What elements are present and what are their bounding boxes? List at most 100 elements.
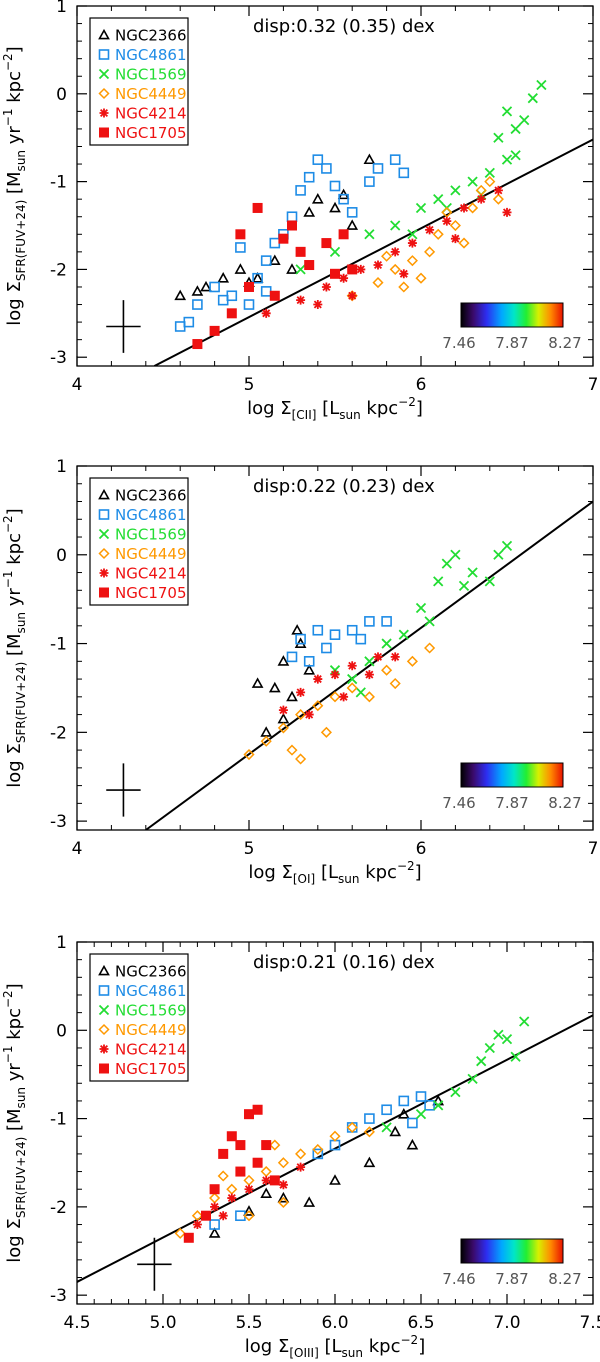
- data-point: [303, 664, 316, 675]
- legend-marker: [99, 1044, 109, 1054]
- y-axis-label: log ΣSFR(FUV+24) [Msun yr−1 kpc−2]: [1, 983, 28, 1262]
- data-point: [536, 79, 547, 91]
- y-tick-label: 0: [56, 85, 67, 105]
- data-point: [201, 1210, 211, 1221]
- data-point: [277, 1196, 289, 1209]
- data-point: [373, 260, 383, 270]
- data-point: [329, 201, 341, 213]
- data-point: [252, 1157, 263, 1168]
- y-tick-label: -1: [50, 173, 67, 193]
- data-point: [244, 281, 254, 292]
- data-point: [217, 272, 230, 283]
- data-point: [501, 540, 513, 552]
- dispersion-label: disp:0.32 (0.35) dex: [253, 16, 435, 37]
- data-point: [260, 735, 272, 747]
- data-point: [218, 1148, 229, 1159]
- data-point: [209, 1184, 220, 1195]
- data-point: [329, 246, 341, 257]
- data-point: [407, 1117, 418, 1129]
- legend-label: NGC1705: [115, 584, 187, 602]
- data-point: [252, 202, 263, 213]
- data-point: [346, 1121, 358, 1133]
- data-point: [251, 677, 264, 688]
- legend-label: NGC1569: [115, 526, 187, 544]
- plot-frame: [76, 465, 594, 831]
- legend-label: NGC4861: [115, 506, 187, 524]
- data-point: [192, 299, 203, 310]
- data-point: [286, 744, 298, 756]
- data-point: [329, 629, 341, 640]
- legend-marker: [98, 49, 110, 60]
- data-point: [467, 202, 479, 214]
- x-tick-label: 6: [416, 839, 427, 859]
- data-points: [174, 79, 547, 350]
- data-point: [381, 638, 392, 649]
- legend-label: NGC1569: [115, 1002, 187, 1020]
- data-point: [312, 1148, 324, 1160]
- data-point: [390, 220, 401, 231]
- data-point: [467, 567, 478, 578]
- x-tick-label: 7: [588, 375, 599, 395]
- data-point: [277, 1191, 290, 1203]
- legend-marker: [98, 964, 110, 976]
- data-point: [295, 185, 306, 196]
- data-point: [450, 1086, 461, 1098]
- data-point: [347, 291, 357, 301]
- colorbar-tick-label: 7.46: [442, 334, 475, 352]
- data-point: [330, 268, 340, 279]
- data-point: [458, 580, 470, 591]
- data-point: [346, 682, 358, 694]
- data-point: [278, 705, 288, 715]
- data-point: [450, 234, 460, 244]
- data-point: [286, 211, 298, 223]
- legend-marker: [98, 528, 110, 540]
- data-point: [174, 1227, 186, 1239]
- x-axis-label: log Σ[OIII] [Lsun kpc−2]: [245, 1333, 425, 1360]
- data-point: [200, 280, 212, 292]
- data-point: [339, 273, 349, 283]
- data-point: [492, 193, 504, 205]
- data-point: [252, 1104, 263, 1115]
- data-point: [226, 1131, 237, 1142]
- data-point: [476, 194, 486, 204]
- data-point: [295, 1148, 307, 1160]
- data-point: [312, 624, 324, 636]
- data-point: [449, 219, 461, 232]
- legend-label: NGC4449: [115, 545, 187, 563]
- data-point: [510, 150, 521, 161]
- data-point: [347, 673, 358, 685]
- data-point: [320, 726, 332, 738]
- data-point: [226, 290, 238, 302]
- data-point: [510, 123, 521, 135]
- y-axis-label: log ΣSFR(FUV+24) [Msun yr−1 kpc−2]: [1, 46, 28, 325]
- data-point: [484, 167, 495, 178]
- dispersion-label: disp:0.21 (0.16) dex: [253, 952, 435, 973]
- data-point: [390, 652, 400, 662]
- legend-label: NGC2366: [115, 27, 187, 45]
- data-point: [260, 255, 272, 266]
- y-tick-label: -3: [50, 812, 67, 832]
- data-point: [261, 1175, 271, 1185]
- colorbar-tick-label: 7.46: [442, 1270, 475, 1288]
- data-point: [268, 254, 281, 266]
- data-point: [330, 670, 340, 680]
- data-point: [329, 180, 341, 192]
- data-point: [269, 1175, 280, 1186]
- data-point: [252, 272, 263, 284]
- legend-marker: [99, 1063, 109, 1074]
- data-point: [313, 300, 323, 310]
- data-point: [304, 710, 314, 720]
- colorbar-tick-label: 8.27: [548, 794, 581, 812]
- data-point: [363, 1156, 376, 1168]
- data-point: [467, 1073, 478, 1084]
- data-point: [321, 163, 332, 174]
- data-point: [458, 237, 470, 249]
- data-point: [381, 1122, 392, 1133]
- data-point: [174, 289, 187, 301]
- data-point: [295, 709, 307, 721]
- data-points: [243, 540, 513, 765]
- error-bar: [137, 1237, 172, 1291]
